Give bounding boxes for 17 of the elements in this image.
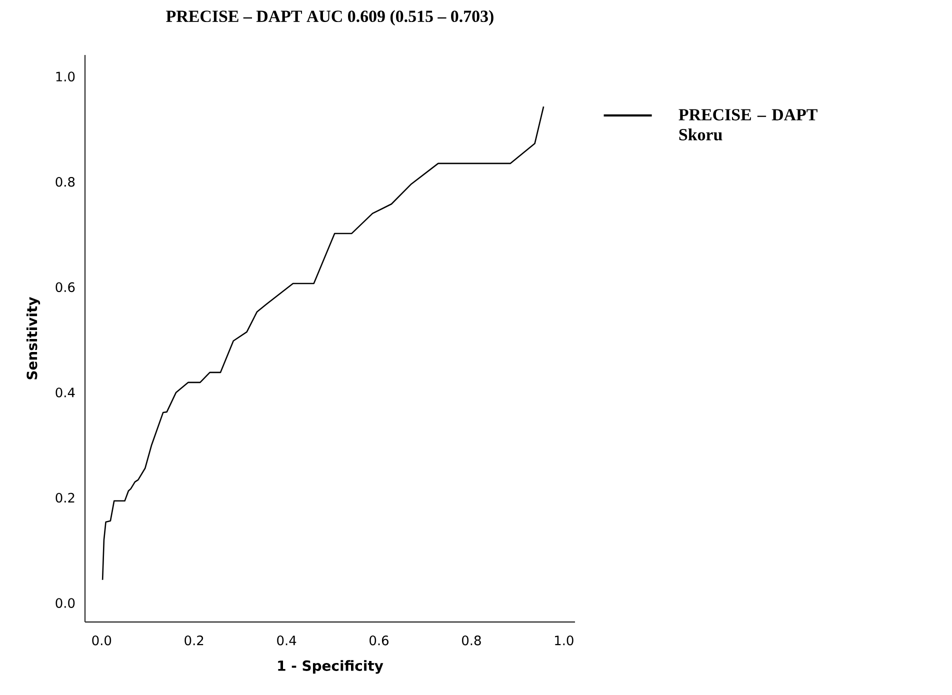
x-tick-label: 1.0 [555, 636, 574, 646]
chart-title: PRECISE – DAPT AUC 0.609 (0.515 – 0.703) [166, 10, 494, 26]
y-tick-label: 1.0 [56, 72, 75, 82]
x-tick-label: 0.6 [370, 636, 388, 646]
x-tick-label: 0.0 [92, 636, 112, 646]
line-series [102, 106, 544, 581]
y-tick-label: 0.6 [56, 282, 75, 292]
x-tick-label: 0.4 [277, 636, 296, 646]
x-tick-label: 0.2 [184, 636, 204, 646]
y-tick-label: 0.8 [56, 176, 75, 187]
x-axis-title: 1 - Specificity [278, 660, 384, 674]
y-tick-label: 0.0 [56, 598, 75, 608]
y-tick-label: 0.2 [56, 492, 74, 503]
y-tick-label: 0.4 [56, 388, 75, 398]
y-axis-title: Sensitivity [26, 296, 40, 380]
x-tick-label: 0.8 [462, 636, 481, 646]
legend-label: PRECISE – DAPT Skoru [678, 109, 818, 140]
